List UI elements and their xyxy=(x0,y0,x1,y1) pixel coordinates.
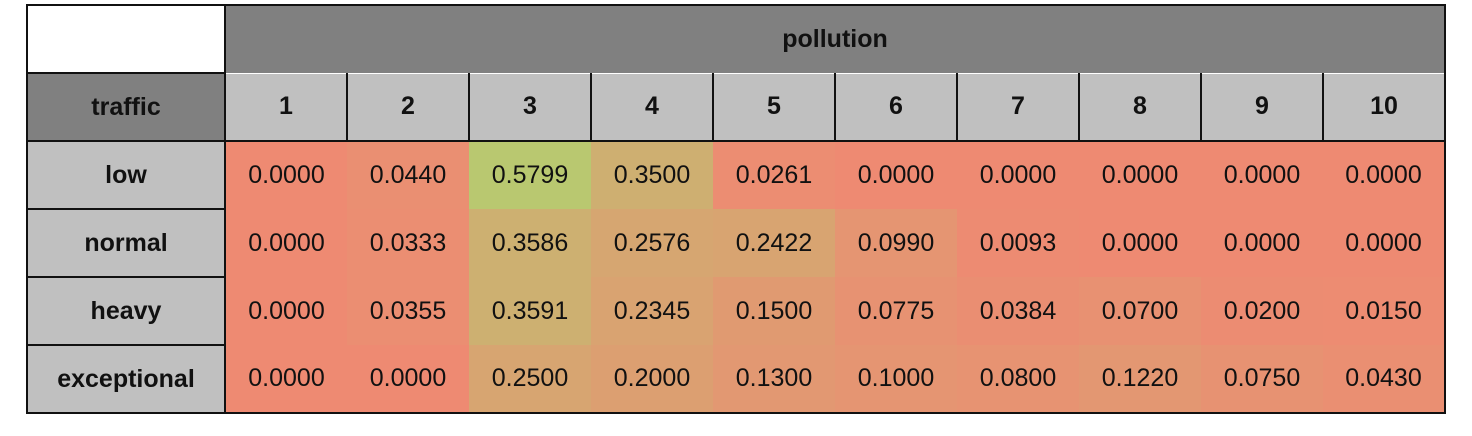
heatmap-cell: 0.0355 xyxy=(347,277,469,345)
column-label: 6 xyxy=(834,73,957,142)
heatmap-cell: 0.0333 xyxy=(347,209,469,277)
table-row: heavy 0.0000 0.0355 0.3591 0.2345 0.1500 0.077… xyxy=(27,277,1445,346)
heatmap-cell: 0.1220 xyxy=(1079,345,1201,413)
column-label: 4 xyxy=(590,73,713,142)
table-row: exceptional 0.0000 0.0000 0.2500 0.2000 0.130… xyxy=(27,345,1445,413)
heatmap-cell: 0.0000 xyxy=(1323,209,1445,277)
column-label: 8 xyxy=(1078,73,1201,142)
heatmap-cell: 0.3586 xyxy=(469,209,591,277)
heatmap-cell: 0.0200 xyxy=(1201,277,1323,345)
heatmap-cell: 0.1500 xyxy=(713,277,835,345)
heatmap-cell: 0.0750 xyxy=(1201,345,1323,413)
heatmap-cell: 0.0000 xyxy=(1079,141,1201,209)
row-header-title: traffic xyxy=(27,73,226,142)
table-body: low 0.0000 0.0440 0.5799 0.3500 0.0261 0.0000 0… xyxy=(27,141,1445,413)
heatmap-cell: 0.2576 xyxy=(591,209,713,277)
table-row: normal 0.0000 0.0333 0.3586 0.2576 0.2422 0.09… xyxy=(27,209,1445,278)
heatmap-cell: 0.0384 xyxy=(957,277,1079,345)
heatmap-cell: 0.0700 xyxy=(1079,277,1201,345)
column-label: 10 xyxy=(1322,73,1445,142)
heatmap-cell: 0.0000 xyxy=(1323,141,1445,209)
heatmap-cell: 0.2345 xyxy=(591,277,713,345)
column-label: 2 xyxy=(346,73,469,142)
heatmap-cell: 0.2422 xyxy=(713,209,835,277)
column-label: 1 xyxy=(225,73,347,142)
heatmap-cell: 0.0000 xyxy=(225,345,347,413)
corner-cell xyxy=(27,5,226,74)
heatmap-cell: 0.0000 xyxy=(1201,141,1323,209)
heatmap-cell: 0.2500 xyxy=(469,345,591,413)
column-label: 3 xyxy=(468,73,591,142)
row-label: heavy xyxy=(27,277,226,346)
heatmap-cell: 0.0430 xyxy=(1323,345,1445,413)
heatmap-cell: 0.0000 xyxy=(225,277,347,345)
heatmap-cell: 0.0000 xyxy=(1201,209,1323,277)
heatmap-cell: 0.5799 xyxy=(469,141,591,209)
heatmap-cell: 0.0000 xyxy=(225,209,347,277)
heatmap-cell: 0.0000 xyxy=(225,141,347,209)
heatmap-cell: 0.0000 xyxy=(347,345,469,413)
heatmap-cell: 0.0000 xyxy=(835,141,957,209)
heatmap-cell: 0.0261 xyxy=(713,141,835,209)
column-label: 5 xyxy=(712,73,835,142)
row-label: exceptional xyxy=(27,345,226,413)
heatmap-cell: 0.3500 xyxy=(591,141,713,209)
heatmap-cell: 0.0990 xyxy=(835,209,957,277)
probability-table: pollution traffic 1 2 3 4 5 6 7 8 9 10 low 0.0000 0… xyxy=(26,4,1446,414)
header-row-columns: traffic 1 2 3 4 5 6 7 8 9 10 xyxy=(27,73,1445,142)
heatmap-cell: 0.0800 xyxy=(957,345,1079,413)
heatmap-cell: 0.2000 xyxy=(591,345,713,413)
column-label: 7 xyxy=(956,73,1079,142)
column-label: 9 xyxy=(1200,73,1323,142)
heatmap-cell: 0.1300 xyxy=(713,345,835,413)
heatmap-cell: 0.0093 xyxy=(957,209,1079,277)
row-label: low xyxy=(27,141,226,210)
header-row-pollution: pollution xyxy=(27,5,1445,74)
heatmap-cell: 0.0775 xyxy=(835,277,957,345)
heatmap-cell: 0.0000 xyxy=(1079,209,1201,277)
table-row: low 0.0000 0.0440 0.5799 0.3500 0.0261 0.0000 0… xyxy=(27,141,1445,210)
heatmap-cell: 0.0000 xyxy=(957,141,1079,209)
row-label: normal xyxy=(27,209,226,278)
heatmap-cell: 0.3591 xyxy=(469,277,591,345)
column-header-title: pollution xyxy=(225,5,1445,74)
heatmap-cell: 0.0440 xyxy=(347,141,469,209)
heatmap-cell: 0.0150 xyxy=(1323,277,1445,345)
heatmap-cell: 0.1000 xyxy=(835,345,957,413)
